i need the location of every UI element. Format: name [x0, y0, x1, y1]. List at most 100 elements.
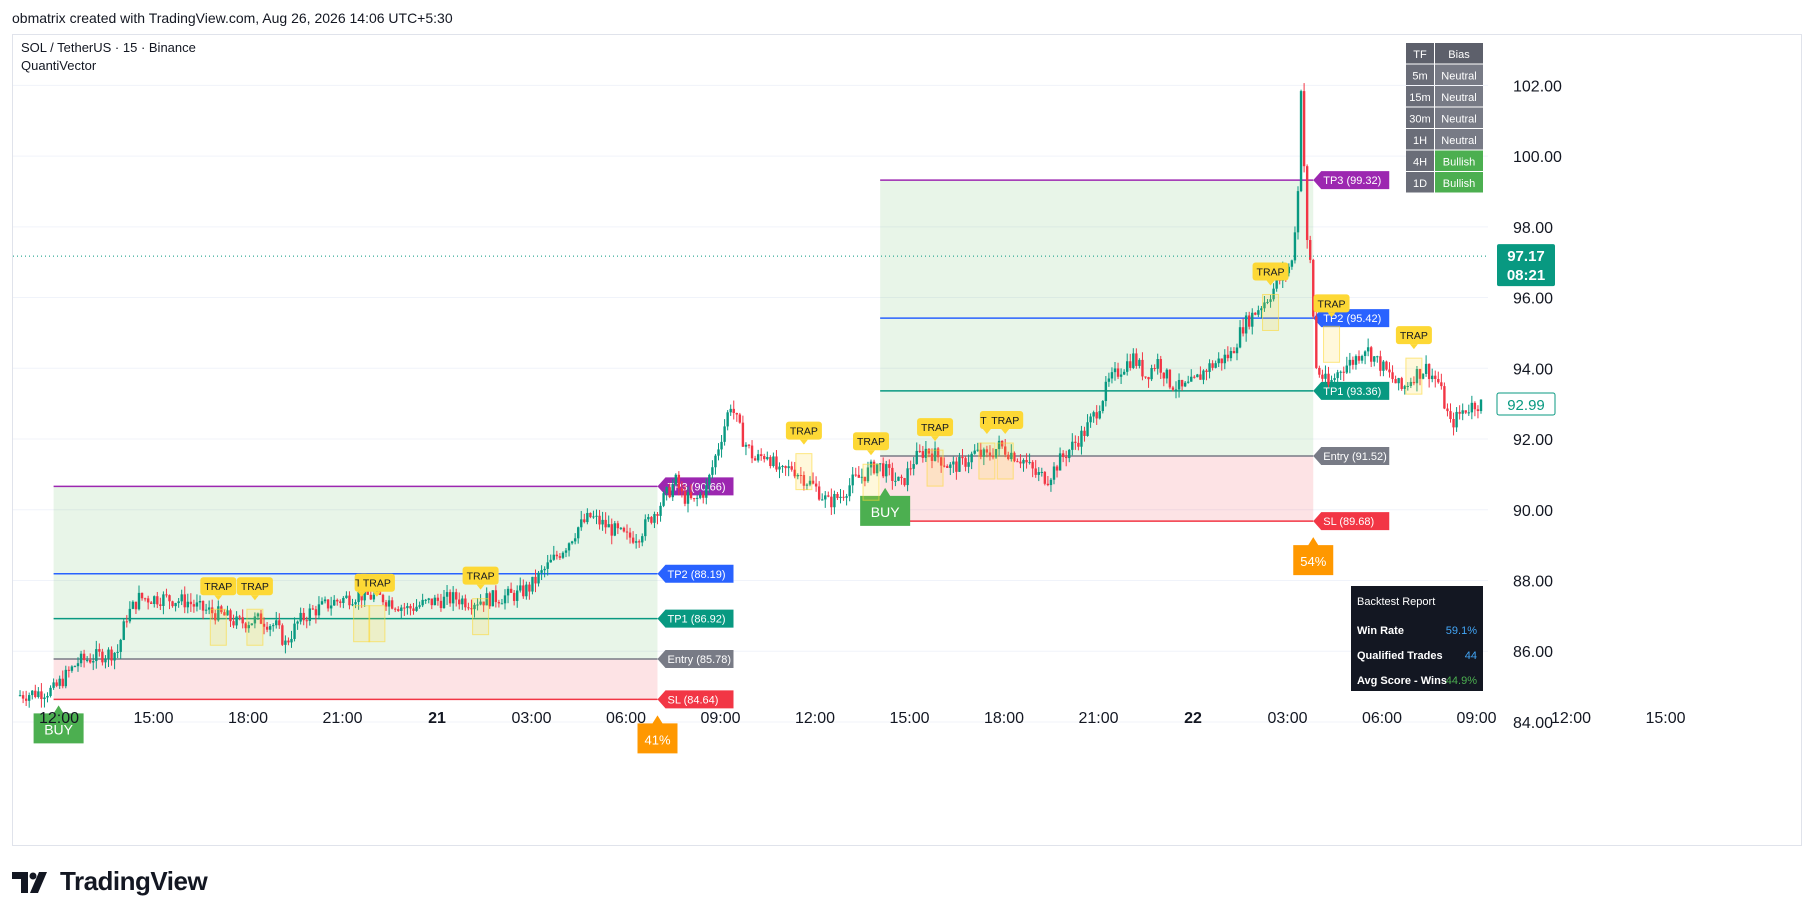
candle-body [714, 455, 717, 468]
candle-body [1403, 386, 1406, 389]
candle-body [604, 519, 607, 528]
x-tick-label: 09:00 [700, 710, 740, 727]
candle-body [836, 493, 839, 499]
candle-body [817, 486, 821, 500]
candle-body [1305, 166, 1309, 241]
candle-body [357, 591, 360, 603]
candle-body [839, 496, 842, 499]
candle-body [464, 598, 467, 608]
candle-body [174, 603, 177, 607]
candle-body [259, 613, 263, 624]
countdown-value: 08:21 [1507, 267, 1545, 284]
candle-body [223, 612, 226, 616]
candle-body [320, 601, 324, 605]
profit-zone [53, 486, 658, 659]
trap-label-bg [1313, 294, 1350, 313]
candle-body [1196, 374, 1199, 378]
candle-body [659, 505, 662, 516]
candle-body [570, 541, 574, 544]
candle-body [76, 663, 80, 667]
bias-table: TF Bias 5m Neutral 15m Neutral 30m Neutral 1H Neu… [1406, 43, 1483, 193]
candle-body [1275, 279, 1278, 289]
candle-body [1101, 401, 1104, 412]
backtest-metric-label: Qualified Trades [1357, 650, 1443, 662]
y-tick-label: 94.00 [1513, 361, 1553, 378]
candle-body [165, 594, 168, 596]
tradingview-logo[interactable]: TradingView [12, 866, 208, 897]
current-price-badge [1497, 244, 1555, 287]
candle-body [1058, 453, 1062, 471]
trap-label-text: TRAP [790, 426, 818, 438]
candle-body [281, 625, 284, 645]
candle-body [241, 617, 244, 624]
candle-body [354, 602, 357, 605]
candle-body [1147, 377, 1150, 380]
candle-body [186, 601, 189, 608]
bias-tf-text: 15m [1409, 92, 1430, 104]
trap-label-bg [236, 577, 273, 596]
candle-body [55, 682, 58, 686]
candle-body [882, 463, 885, 477]
trap-label-bg [987, 411, 1024, 430]
bias-cell-value [1435, 129, 1483, 150]
candle-body [1007, 454, 1010, 460]
candle-body [1427, 363, 1431, 380]
candle-body [82, 653, 86, 661]
tp1-label: TP1 (86.92) [668, 614, 726, 626]
candle-body [92, 661, 95, 663]
candle-body [598, 515, 601, 525]
candle-body [912, 464, 915, 469]
candle-body [1113, 368, 1117, 373]
candle-body [1443, 386, 1446, 409]
candle-body [634, 541, 638, 543]
trap-label-text: TRAP [1257, 266, 1285, 278]
candle-body [305, 620, 308, 622]
logo-text: TradingView [60, 866, 208, 896]
candle-body [988, 452, 992, 457]
candle-body [143, 598, 147, 600]
candle-body [156, 596, 159, 605]
trap-label-bg [785, 421, 822, 440]
candle-body [500, 603, 504, 605]
candle-body [1126, 361, 1129, 372]
buy-signal-text: BUY [44, 721, 73, 737]
candle-body [525, 584, 528, 597]
candle-body [1412, 381, 1416, 384]
candle-body [711, 467, 714, 475]
candle-body [1263, 302, 1266, 309]
trap-label-text: TRAP [991, 415, 1019, 427]
candle-body [522, 585, 525, 597]
candle-body [98, 649, 101, 652]
candle-body [1339, 371, 1342, 373]
candle-body [24, 698, 28, 701]
candle-body [1324, 373, 1327, 379]
candle-body [1180, 379, 1184, 387]
bias-cell-tf [1406, 172, 1434, 193]
candle-body [607, 524, 610, 528]
candle-body [1461, 410, 1464, 414]
candle-body [1107, 378, 1111, 382]
candle-body [363, 587, 366, 601]
chart-canvas[interactable]: SOL / TetherUS · 15 · Binance QuantiVecto… [13, 35, 1801, 845]
candle-body [107, 649, 110, 659]
candle-body [1086, 422, 1089, 436]
chart-frame[interactable]: SOL / TetherUS · 15 · Binance QuantiVecto… [12, 34, 1802, 846]
candle-body [1363, 351, 1367, 357]
candle-body [1214, 363, 1217, 368]
candle-body [1415, 369, 1419, 384]
loss-zone [880, 456, 1314, 522]
candle-body [61, 678, 64, 687]
candle-body [1476, 409, 1480, 412]
candle-body [329, 605, 333, 609]
candle-body [1473, 402, 1477, 410]
candle-body [552, 554, 555, 560]
candle-body [1379, 356, 1382, 371]
candle-body [833, 493, 836, 508]
x-tick-label: 22 [1184, 710, 1202, 727]
candle-body [1272, 288, 1275, 300]
buy-signal-bg [860, 487, 911, 526]
candle-body [555, 554, 559, 557]
candle-body [1205, 370, 1208, 372]
trap-zone [795, 453, 813, 491]
trap-label-pointer [1001, 429, 1010, 435]
